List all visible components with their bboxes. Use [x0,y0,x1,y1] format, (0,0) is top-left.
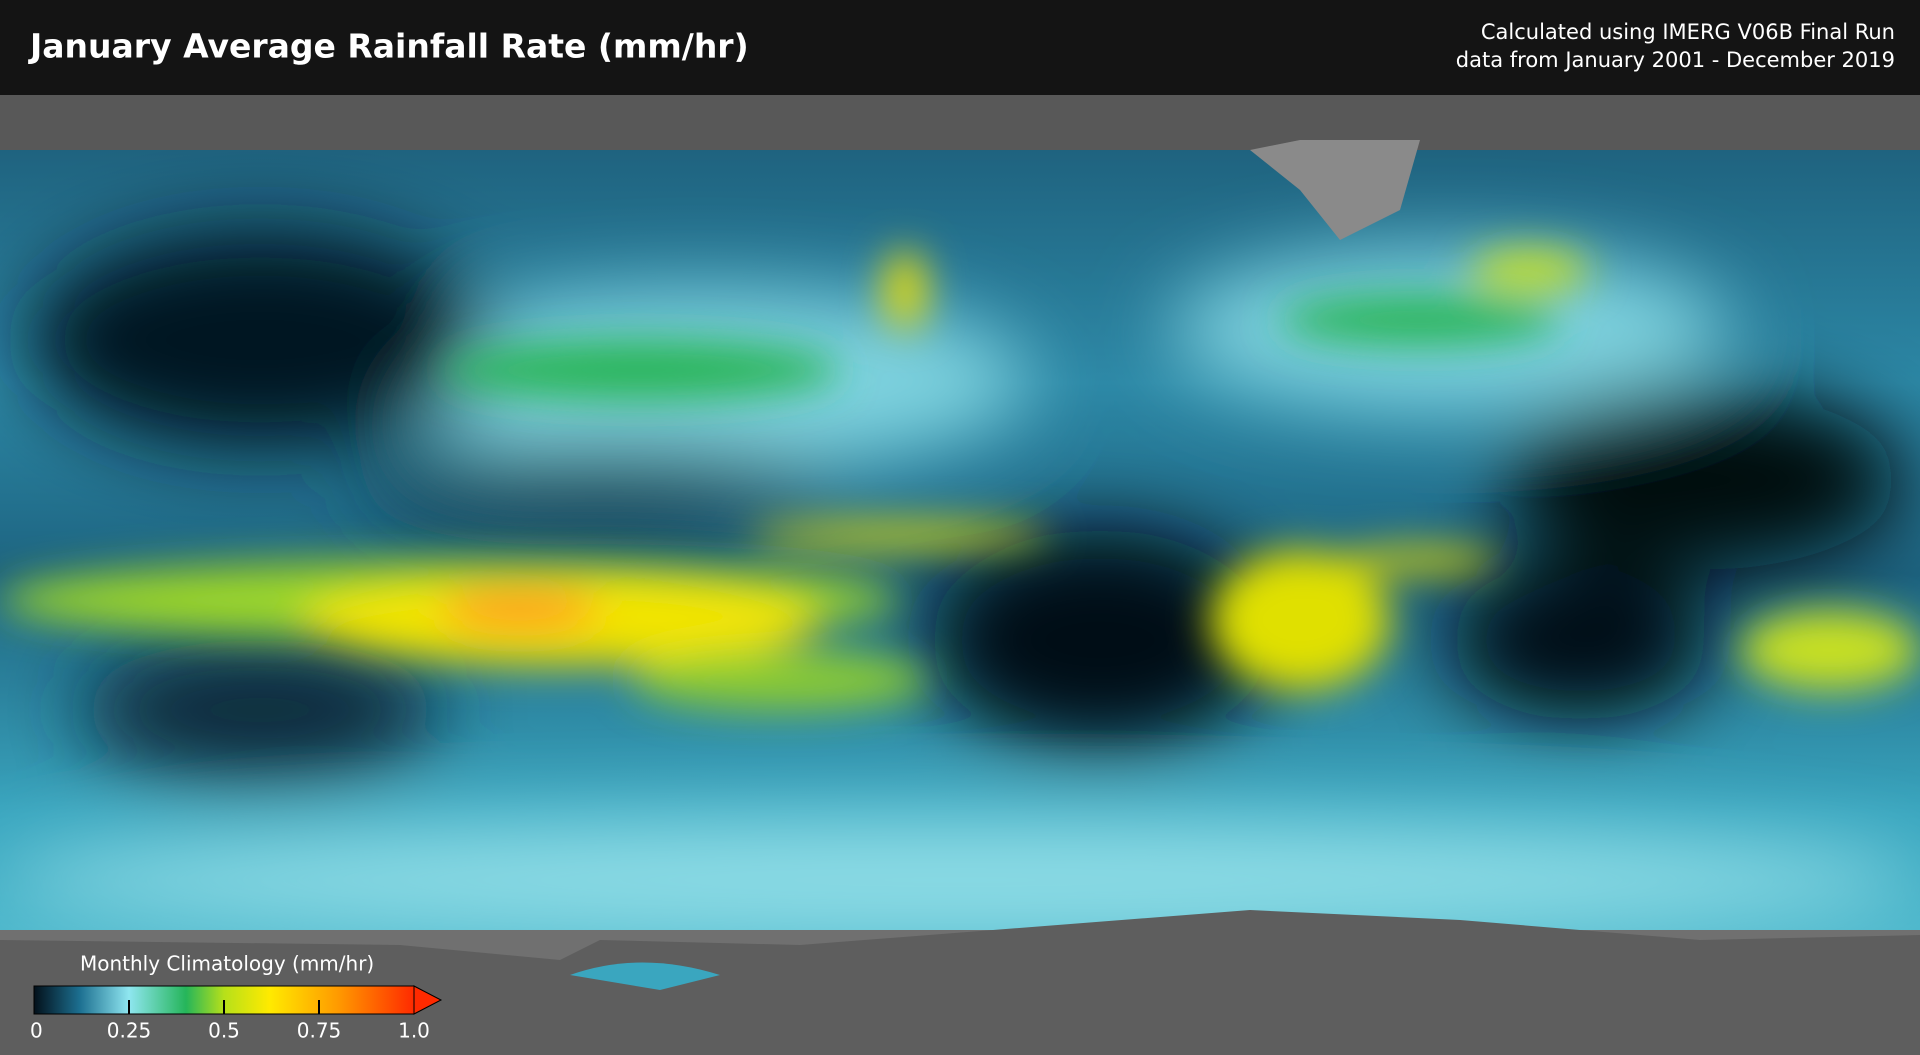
tick-label: 0.75 [297,1019,342,1043]
header-bar [0,0,1920,95]
tick-label: 0.25 [107,1019,152,1043]
source-note: Calculated using IMERG V06B Final Run [1481,20,1895,44]
color-legend: Monthly Climatology (mm/hr) 0 0.25 0.5 0.75… [30,952,443,1043]
rainfall-map [0,95,1920,1055]
legend-title: Monthly Climatology (mm/hr) [80,952,374,976]
map-title: January Average Rainfall Rate (mm/hr) [28,27,749,66]
source-note: data from January 2001 - December 2019 [1456,48,1895,72]
tick-label: 0 [30,1019,43,1043]
heavy-rain [0,250,1920,710]
color-bar-arrow [413,985,443,1015]
tick-label: 1.0 [398,1019,430,1043]
tick-label: 0.5 [208,1019,240,1043]
